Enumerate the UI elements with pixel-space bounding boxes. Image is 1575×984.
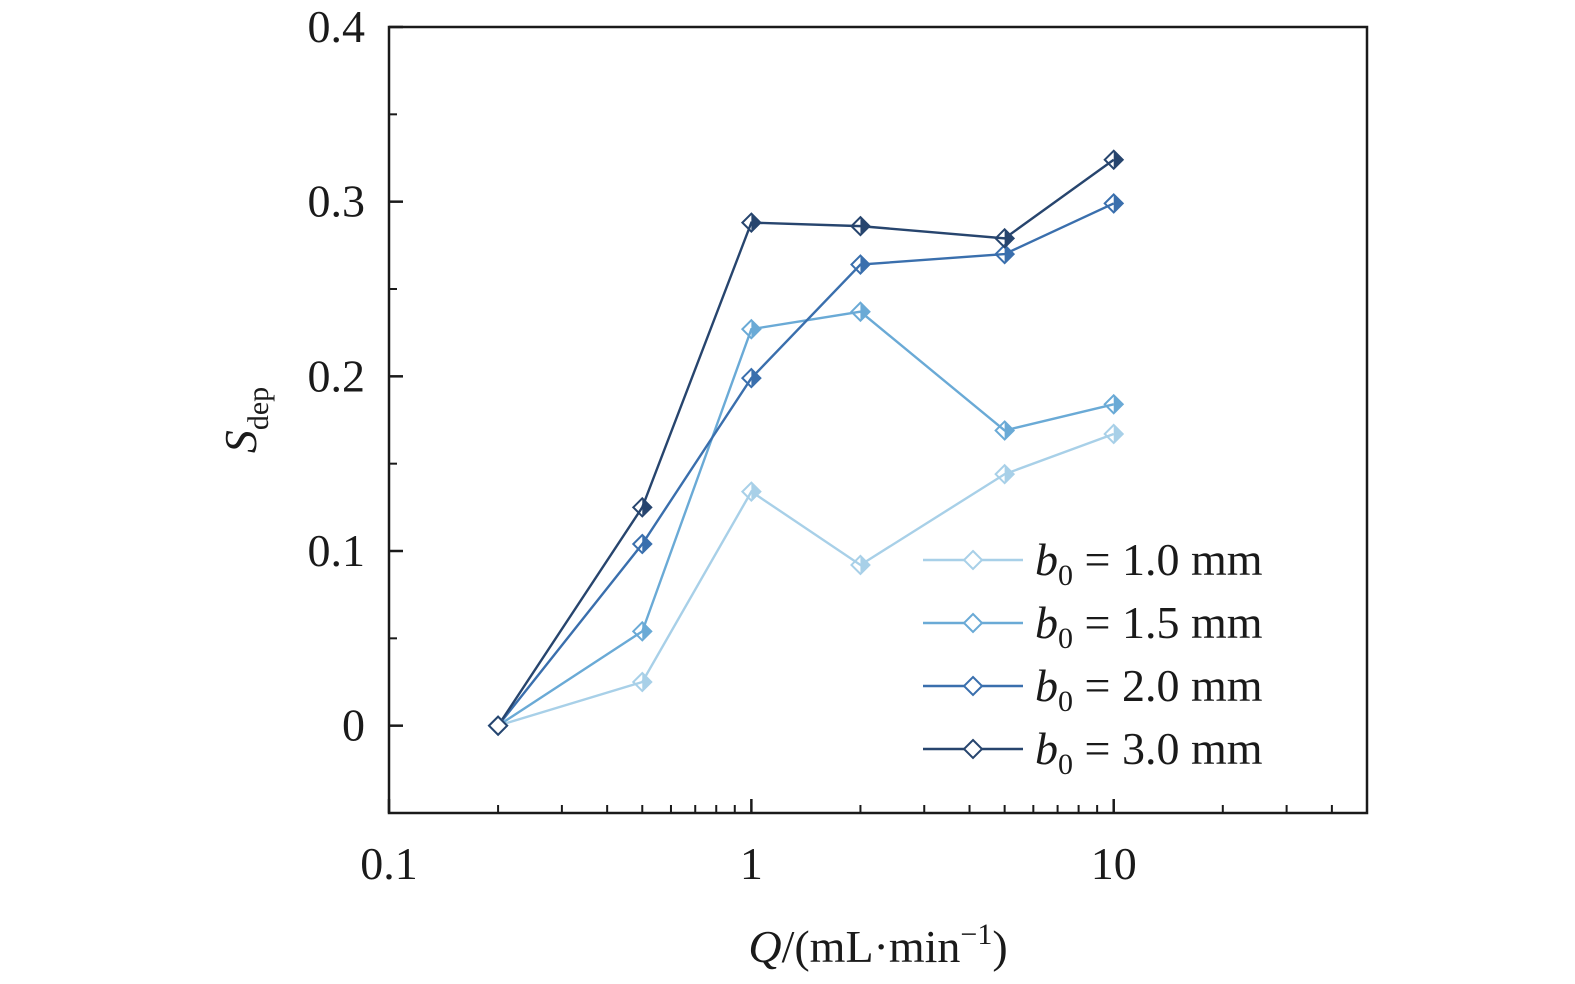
data-point bbox=[631, 620, 653, 642]
legend-subscript: 0 bbox=[1058, 622, 1073, 655]
series-line-3 bbox=[497, 202, 1115, 727]
data-point bbox=[740, 212, 762, 234]
legend-subscript: 0 bbox=[1058, 559, 1073, 592]
x-tick-label: 1 bbox=[740, 838, 763, 889]
data-point bbox=[1103, 423, 1125, 445]
data-point bbox=[994, 420, 1016, 441]
data-point bbox=[850, 215, 871, 237]
data-point bbox=[740, 481, 762, 503]
legend-text: = 2.0 mm bbox=[1073, 660, 1263, 711]
legend-marker bbox=[962, 549, 984, 571]
data-point bbox=[1103, 192, 1125, 214]
legend-text: = 3.0 mm bbox=[1073, 723, 1263, 774]
legend-symbol: b bbox=[1035, 597, 1058, 648]
data-point bbox=[1103, 393, 1125, 415]
data-point bbox=[994, 243, 1016, 265]
legend-item: b0 = 2.0 mm bbox=[923, 660, 1263, 718]
series-markers bbox=[487, 149, 1125, 737]
legend-text: = 1.0 mm bbox=[1073, 534, 1263, 585]
y-tick-label: 0.3 bbox=[308, 176, 366, 227]
axis-ticks bbox=[387, 25, 1333, 814]
data-point bbox=[631, 496, 653, 518]
y-tick-label: 0 bbox=[342, 700, 365, 751]
data-point bbox=[850, 254, 871, 275]
legend-item: b0 = 1.5 mm bbox=[923, 597, 1263, 655]
data-point-hollow bbox=[487, 715, 509, 737]
legend-subscript: 0 bbox=[1058, 685, 1073, 718]
y-axis-symbol: S bbox=[215, 430, 266, 453]
legend-label: b0 = 2.0 mm bbox=[1035, 660, 1263, 718]
legend-marker bbox=[962, 675, 984, 697]
y-axis-subscript: dep bbox=[242, 387, 275, 430]
x-tick-label: 0.1 bbox=[360, 838, 418, 889]
legend-symbol: b bbox=[1035, 534, 1058, 585]
series-line-1 bbox=[497, 432, 1115, 727]
data-point bbox=[850, 301, 871, 323]
legend-symbol: b bbox=[1035, 660, 1058, 711]
legend-subscript: 0 bbox=[1058, 748, 1073, 781]
x-axis-symbol: Q bbox=[748, 921, 781, 972]
data-point bbox=[994, 463, 1016, 485]
series-line-4 bbox=[497, 158, 1115, 727]
x-axis-close: ) bbox=[992, 921, 1007, 972]
x-axis-title: Q/(mL·min−1) bbox=[748, 918, 1007, 972]
data-point bbox=[1103, 149, 1125, 171]
x-axis-unit: /(mL·min bbox=[782, 921, 961, 972]
y-tick-label: 0.4 bbox=[308, 1, 366, 52]
x-axis-exponent: −1 bbox=[960, 918, 992, 951]
y-tick-label: 0.1 bbox=[308, 525, 366, 576]
y-axis-title: Sdep bbox=[215, 387, 275, 453]
data-point bbox=[740, 318, 762, 340]
data-point bbox=[740, 367, 762, 389]
series-lines bbox=[497, 158, 1115, 727]
legend-item: b0 = 1.0 mm bbox=[923, 534, 1263, 592]
data-point bbox=[631, 671, 653, 693]
data-point bbox=[850, 554, 871, 576]
y-tick-label: 0.2 bbox=[308, 350, 366, 401]
legend-label: b0 = 1.5 mm bbox=[1035, 597, 1263, 655]
legend-text: = 1.5 mm bbox=[1073, 597, 1263, 648]
legend-marker bbox=[962, 612, 984, 634]
legend-symbol: b bbox=[1035, 723, 1058, 774]
plot-frame bbox=[387, 25, 1369, 815]
legend-marker bbox=[962, 738, 984, 760]
tick-labels: 0 0.1 0.2 0.3 0.4 0.1 1 10 bbox=[308, 1, 1137, 889]
legend-label: b0 = 3.0 mm bbox=[1035, 723, 1263, 781]
data-point bbox=[631, 533, 653, 555]
legend-label: b0 = 1.0 mm bbox=[1035, 534, 1263, 592]
legend-item: b0 = 3.0 mm bbox=[923, 723, 1263, 781]
data-point bbox=[994, 227, 1016, 249]
x-tick-label: 10 bbox=[1091, 838, 1137, 889]
series-line-2 bbox=[497, 310, 1115, 727]
